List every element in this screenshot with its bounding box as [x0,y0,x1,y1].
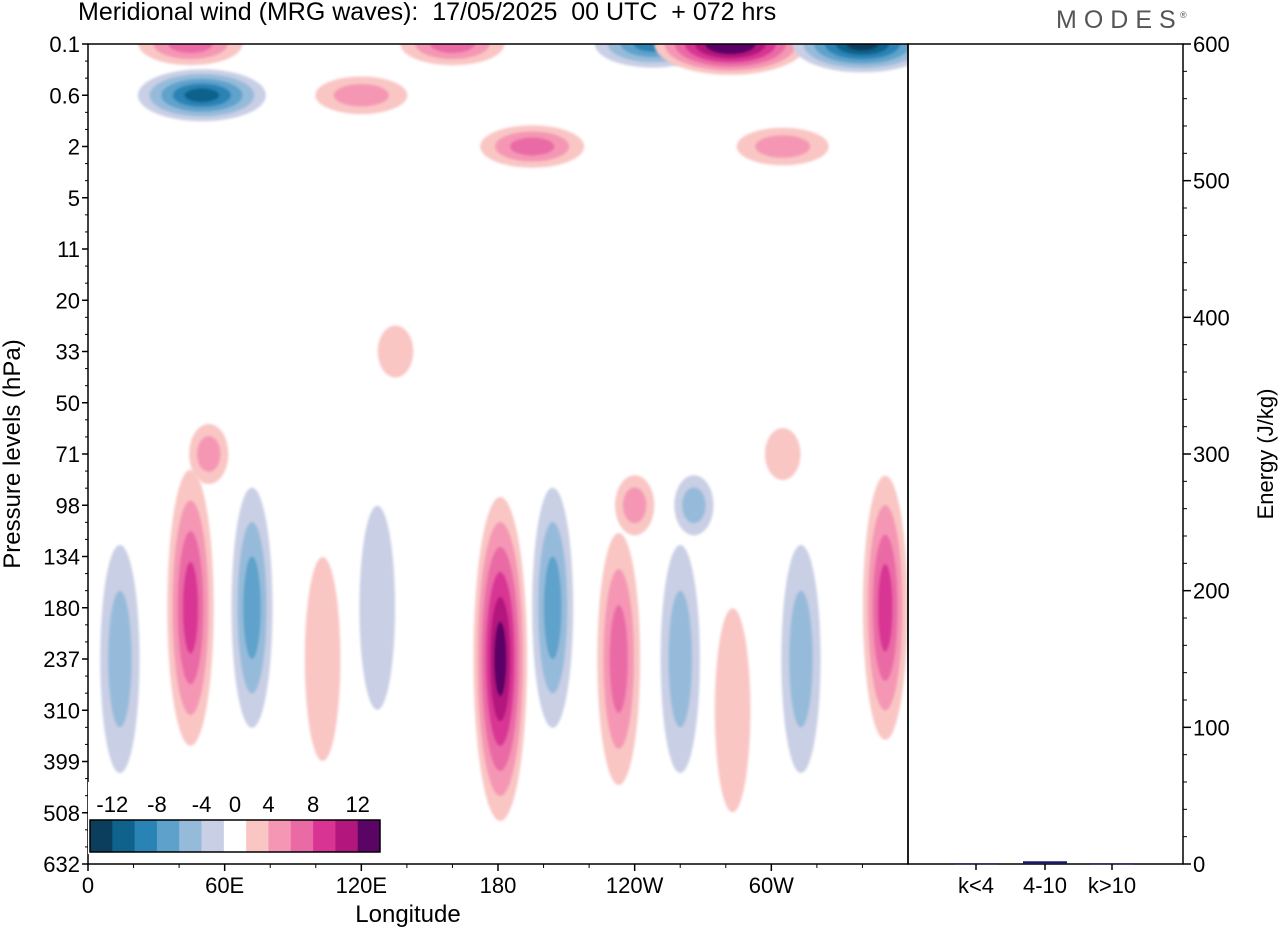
y-tick-label: 399 [43,750,80,775]
contour-cell-4 [359,505,396,710]
colorbar-label: 4 [262,792,274,817]
contour-cell-9 [714,608,751,813]
y-tick-label: 180 [43,596,80,621]
colorbar-swatch [357,820,381,852]
energy-tick-label: 200 [1193,579,1230,604]
contour-cell-2 [231,487,273,728]
x-tick-label: 0 [82,873,94,898]
contour-cell-0 [100,545,140,773]
colorbar-swatch [246,820,269,852]
y-tick-label: 508 [43,801,80,826]
x-tick-label: 60E [205,873,244,898]
colorbar-swatch [90,820,113,852]
axes: 0.1 0.6 2 5 11 20 33 50 71 98 134 180 237 310 399 508 63… [0,32,1278,928]
y-tick-label: 50 [56,391,80,416]
contour-cell-10 [781,545,821,773]
y-tick-label: 310 [43,698,80,723]
x-tick-label: 120E [336,873,387,898]
heatmap-contours [100,44,908,821]
colorbar-swatch [313,820,336,852]
energy-bar [954,863,998,865]
colorbar-swatch [134,820,158,852]
colorbar-label: -12 [96,792,128,817]
colorbar-swatch [290,820,314,852]
y-tick-label: 0.6 [49,83,80,108]
energy-bar [1090,863,1134,865]
colorbar-swatch [268,820,292,852]
energy-bar [1023,861,1067,864]
x-axis-label: Longitude [355,901,460,928]
contour-cell-8 [660,545,700,773]
y-tick-label: 134 [43,545,80,570]
x-tick-label: 180 [480,873,517,898]
colorbar-label: -4 [192,792,212,817]
y-axis-label: Pressure levels (hPa) [0,339,26,568]
chart-title: Meridional wind (MRG waves): 17/05/2025 … [78,0,777,26]
y-tick-label: 237 [43,647,80,672]
y-tick-label: 0.1 [49,32,80,57]
contour-cell-21 [480,125,585,168]
colorbar-frame [89,819,381,853]
contour-cell-17 [137,69,266,122]
contour-cell-1 [167,469,214,746]
y-tick-label: 11 [57,237,80,262]
contour-cell-23 [654,44,807,75]
contour-cell-25 [736,127,829,166]
energy-tick-label: 600 [1193,32,1230,57]
energy-tick-label: 300 [1193,442,1230,467]
y-tick-label: 20 [56,288,80,313]
energy-tick-label: 100 [1193,715,1230,740]
contour-cell-11 [862,475,908,740]
energy-bars: k<4 4-10 k>10 [954,861,1136,898]
contour-cell-13 [377,325,414,378]
colorbar-swatch [112,820,136,852]
colorbar-swatch [179,820,203,852]
contour-cell-14 [674,475,714,536]
contour-cell-19 [315,76,408,115]
contour-cell-24 [792,44,908,73]
colorbar: -12 -8 -4 0 4 8 12 [88,782,384,854]
x-tick-label: 120W [606,873,664,898]
contour-cell-12 [189,424,229,484]
colorbar-label: 0 [229,792,241,817]
colorbar-swatch [335,820,359,852]
contour-cell-15 [764,428,801,480]
colorbar-label: 12 [345,792,369,817]
y-tick-label: 98 [56,493,80,518]
contour-cell-7 [597,533,641,785]
contour-cell-3 [304,557,341,761]
contour-cell-6 [532,487,574,728]
registered-mark: ® [1180,10,1187,20]
y-tick-label: 5 [68,186,80,211]
colorbar-swatch [201,820,225,852]
colorbar-label: -8 [147,792,167,817]
energy-tick-label: 400 [1193,305,1230,330]
y-tick-label: 2 [68,135,80,160]
bar-category-label: 4-10 [1023,873,1067,898]
bar-category-label: k>10 [1088,873,1136,898]
bar-panel-frame [907,43,1184,865]
colorbar-label: 8 [307,792,319,817]
energy-tick-label: 0 [1193,852,1205,877]
modes-logo: MODES [1056,6,1183,34]
y-tick-label: 632 [43,852,80,877]
contour-cell-18 [138,44,243,66]
x-tick-label: 60W [749,873,794,898]
contour-cell-20 [400,44,505,66]
energy-axis-label: Energy (J/kg) [1253,389,1278,520]
energy-tick-label: 500 [1193,169,1230,194]
bar-category-label: k<4 [958,873,994,898]
contour-cell-16 [615,475,655,536]
colorbar-swatch [223,820,247,852]
contour-cell-5 [473,497,528,821]
y-tick-label: 71 [56,442,80,467]
colorbar-swatch [156,820,180,852]
y-tick-label: 33 [56,340,80,365]
